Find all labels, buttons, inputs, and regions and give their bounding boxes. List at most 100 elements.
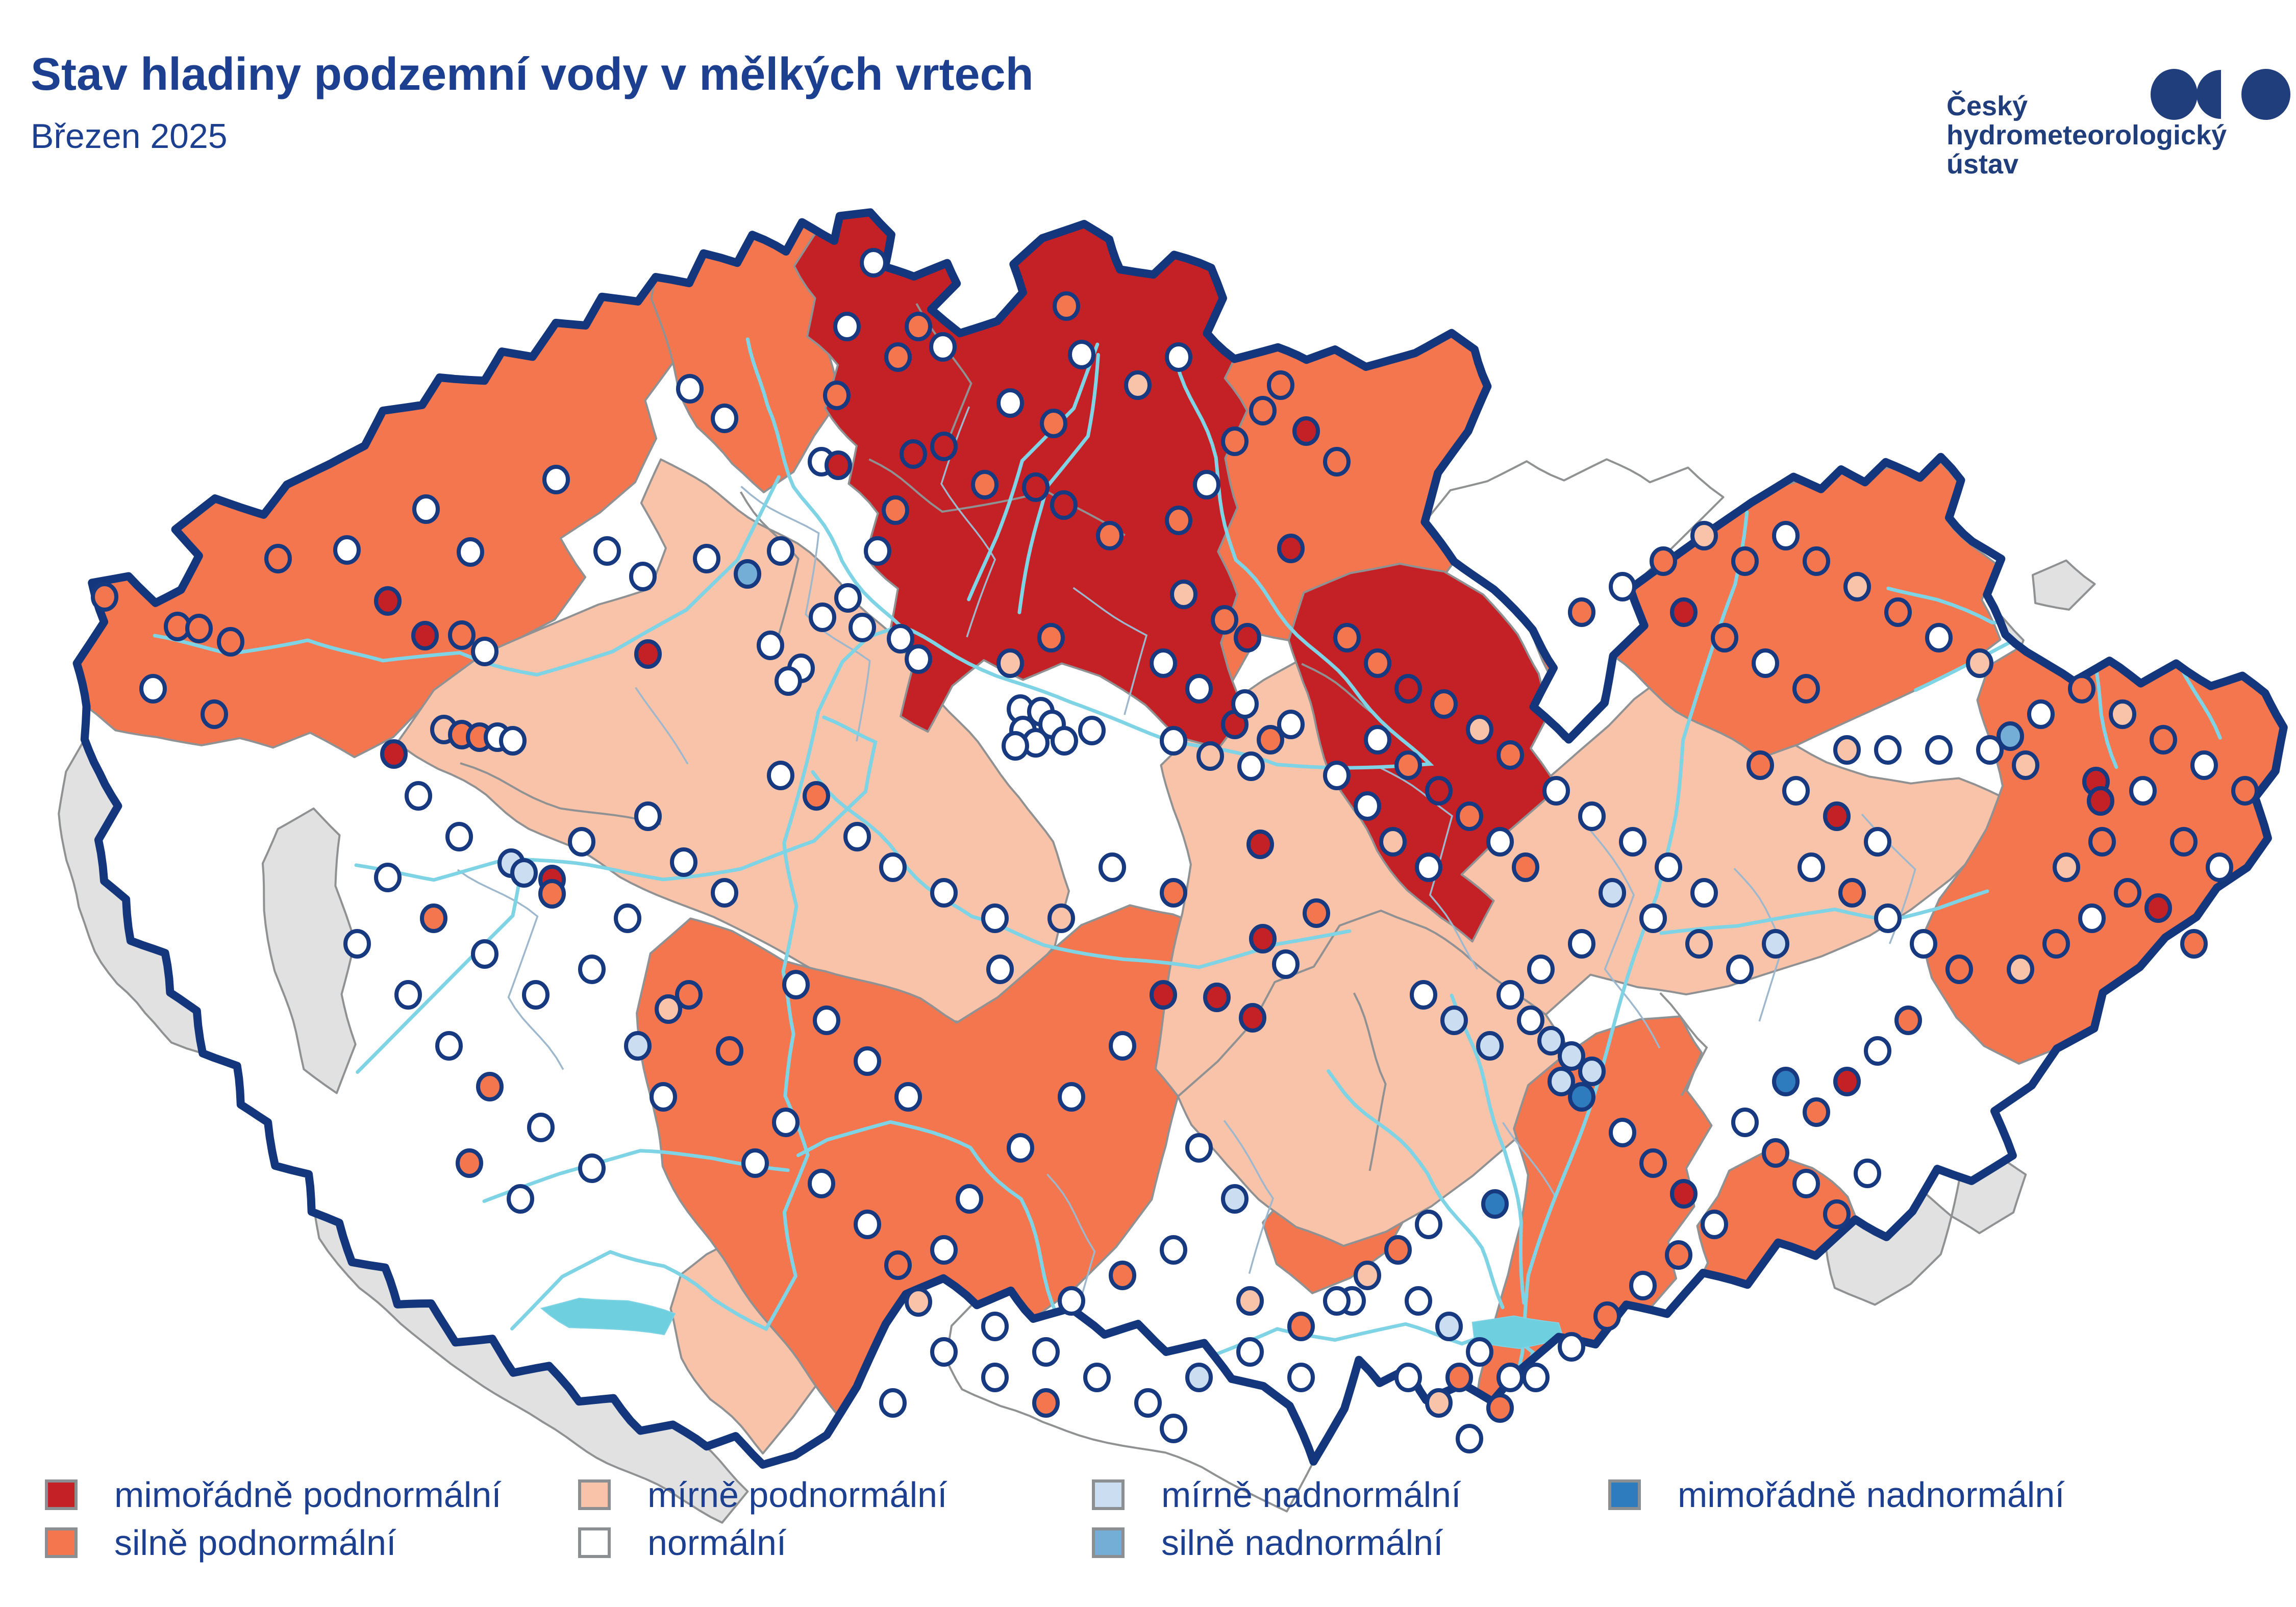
station-dot: [834, 583, 862, 613]
station-dot: [412, 494, 440, 524]
station-dot: [614, 903, 641, 933]
station-dot: [1053, 291, 1080, 321]
basin-region: [1287, 563, 1559, 943]
station-dot: [767, 761, 794, 790]
station-dot: [1394, 1363, 1422, 1392]
basin-divide-line: [460, 762, 661, 825]
station-dot: [2012, 750, 2039, 780]
station-dot: [823, 381, 851, 410]
page-title: Stav hladiny podzemní vody v mělkých vrt…: [31, 49, 1034, 100]
station-dot: [843, 822, 871, 851]
station-dot: [741, 1148, 769, 1178]
station-dot: [91, 582, 118, 612]
station-dot: [1160, 1235, 1187, 1265]
station-dot: [1099, 852, 1126, 882]
station-dot: [374, 586, 402, 616]
station-dot: [1394, 674, 1422, 704]
station-dot: [1578, 801, 1606, 831]
river-line: [510, 624, 903, 1332]
station-dot: [655, 994, 682, 1024]
station-dot: [1466, 715, 1493, 744]
river-line: [354, 715, 878, 882]
station-dot: [2088, 827, 2116, 857]
station-dot: [775, 666, 802, 696]
station-dot: [1843, 572, 1871, 601]
station-dot: [2129, 776, 2157, 806]
basin-divide-line: [1353, 992, 1387, 1171]
station-dot: [1185, 674, 1213, 704]
station-dot: [1292, 416, 1320, 446]
station-dot: [1486, 827, 1514, 857]
station-dot: [1022, 472, 1050, 502]
station-dot: [1512, 852, 1539, 882]
station-dot: [956, 1184, 983, 1214]
station-dot: [1323, 447, 1351, 476]
station-dot: [1558, 1041, 1585, 1071]
station-dot: [629, 562, 657, 591]
station-dot: [1257, 725, 1284, 755]
station-dot: [510, 858, 538, 888]
subbasin-line: [457, 869, 564, 1070]
station-dot: [782, 970, 810, 999]
station-dot: [1333, 623, 1361, 652]
station-dot: [1445, 1363, 1473, 1392]
station-dot: [650, 1082, 677, 1112]
station-dot: [1833, 735, 1861, 765]
station-dot: [813, 1006, 840, 1035]
station-dot: [825, 450, 852, 480]
station-dot: [1823, 801, 1851, 831]
basin-region: [261, 807, 357, 1094]
station-dot: [1160, 878, 1187, 908]
station-dot: [374, 863, 402, 892]
station-dot: [1323, 1286, 1351, 1316]
station-dot: [457, 537, 484, 567]
basin-region: [636, 895, 1336, 1415]
station-dot: [879, 1388, 907, 1418]
river-line: [1327, 1069, 1505, 1310]
station-dot: [930, 432, 958, 461]
station-dot: [864, 536, 891, 566]
station-dot: [1864, 1036, 1891, 1066]
station-dot: [578, 1153, 606, 1183]
station-dot: [2170, 827, 2198, 857]
station-dot: [716, 1036, 743, 1066]
station-dot: [1237, 751, 1265, 781]
station-dot: [1440, 1006, 1468, 1035]
station-dot: [1772, 1067, 1800, 1096]
station-dot: [522, 980, 550, 1010]
station-dot: [1032, 1388, 1060, 1418]
station-dot: [2087, 786, 2114, 816]
chmu-logo-text: Český hydrometeorologický ústav: [1946, 92, 2227, 179]
station-dot: [803, 781, 830, 811]
station-dot: [1196, 741, 1224, 771]
station-dot: [1051, 726, 1078, 756]
station-dot: [1772, 521, 1800, 550]
station-dot: [2144, 893, 2172, 923]
station-dot: [1726, 955, 1754, 984]
station-dot: [1134, 1388, 1162, 1418]
station-dot: [1078, 716, 1106, 745]
station-dot: [542, 465, 570, 494]
station-dot: [185, 614, 213, 643]
station-dot: [1670, 597, 1698, 627]
subbasin-line: [635, 687, 689, 765]
station-dot: [884, 1250, 912, 1280]
station-dot: [1050, 490, 1078, 520]
page-subtitle: Březen 2025: [31, 117, 228, 156]
station-dot: [1650, 546, 1677, 576]
station-dot: [772, 1108, 800, 1137]
station-dot: [757, 631, 784, 660]
station-dot: [1690, 521, 1718, 550]
chmu-logo-icon: [2150, 66, 2292, 125]
station-dot: [476, 1072, 504, 1101]
station-dot: [1731, 1108, 1759, 1137]
station-dot: [981, 903, 1009, 933]
outside-basin: [2031, 559, 2096, 611]
station-dot: [1496, 740, 1524, 770]
station-dot: [860, 248, 887, 278]
station-dot: [884, 342, 912, 372]
station-dot: [1731, 546, 1759, 576]
station-dot: [1874, 903, 1902, 933]
